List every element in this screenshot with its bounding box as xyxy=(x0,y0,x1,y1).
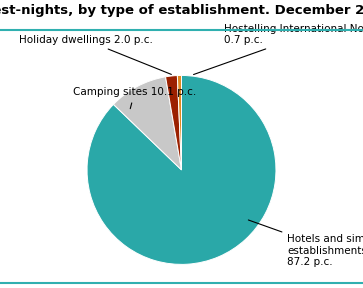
Wedge shape xyxy=(178,75,182,170)
Wedge shape xyxy=(166,75,182,170)
Text: Hotels and similar
establishments
87.2 p.c.: Hotels and similar establishments 87.2 p… xyxy=(248,220,363,267)
Wedge shape xyxy=(87,75,276,264)
Text: Hostelling International Norway
0.7 p.c.: Hostelling International Norway 0.7 p.c. xyxy=(193,24,363,75)
Text: Holiday dwellings 2.0 p.c.: Holiday dwellings 2.0 p.c. xyxy=(19,35,171,74)
Wedge shape xyxy=(114,77,182,170)
Text: Camping sites 10.1 p.c.: Camping sites 10.1 p.c. xyxy=(73,88,196,109)
Text: Guest-nights, by type of establishment. December 2002: Guest-nights, by type of establishment. … xyxy=(0,4,363,17)
